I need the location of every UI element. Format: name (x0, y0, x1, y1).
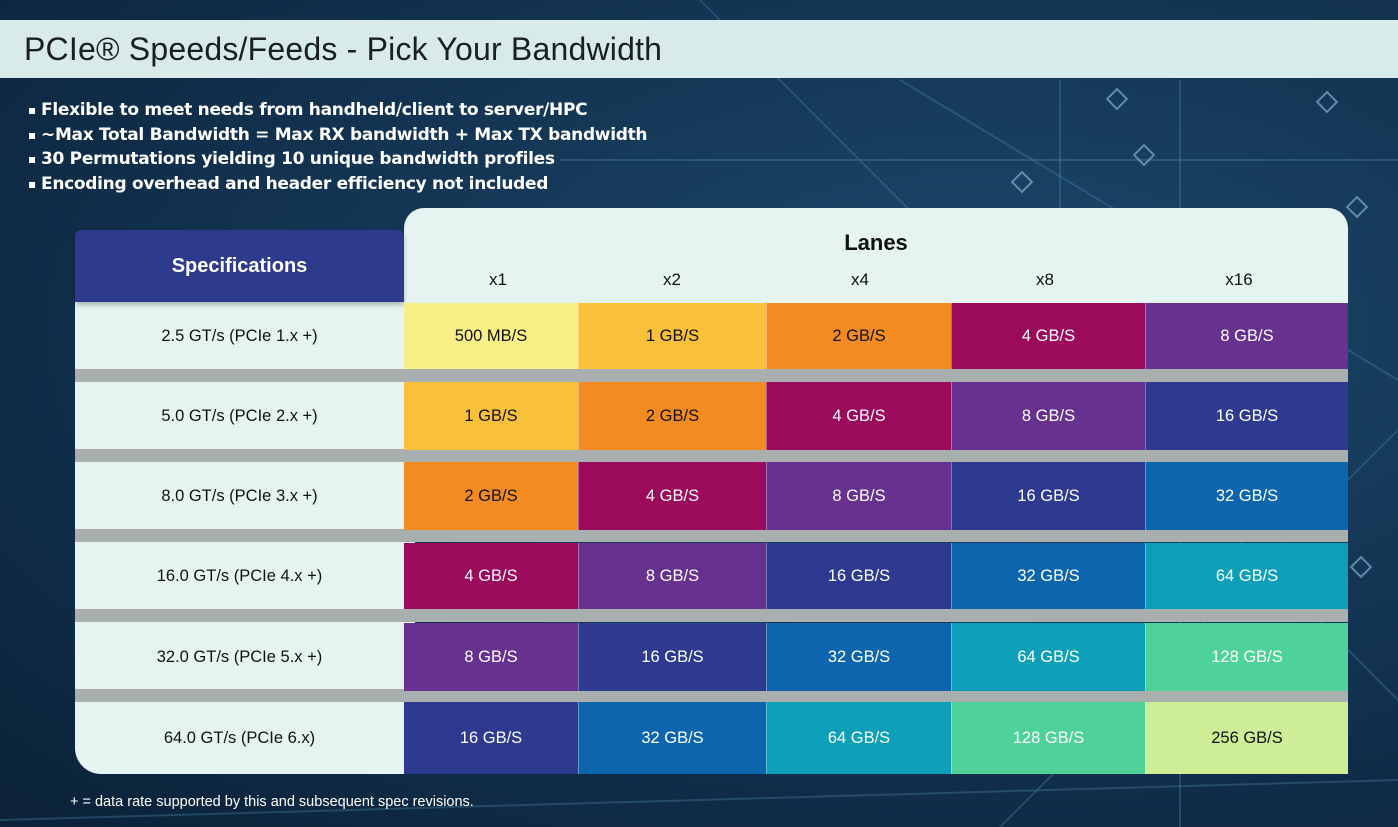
bandwidth-cell: 128 GB/S (951, 702, 1145, 774)
lanes-title: Lanes (844, 230, 908, 255)
bandwidth-cell: 8 GB/S (404, 623, 578, 691)
bandwidth-cell: 32 GB/S (578, 702, 766, 774)
bullet-item: ▪ Encoding overhead and header efficiency… (28, 172, 647, 197)
specifications-header: Specifications (75, 230, 404, 302)
bandwidth-cell: 500 MB/S (404, 303, 578, 369)
bandwidth-cell: 256 GB/S (1145, 702, 1348, 774)
lane-header-x1: x1 (489, 270, 507, 289)
bandwidth-cell: 16 GB/S (578, 623, 766, 691)
bandwidth-cell: 2 GB/S (766, 303, 951, 369)
lane-header-x4: x4 (851, 270, 869, 289)
bandwidth-cell: 8 GB/S (1145, 303, 1348, 369)
bullet-text: Encoding overhead and header efficiency … (41, 173, 549, 194)
bullet-marker: ▪ (28, 176, 36, 191)
bandwidth-cell: 1 GB/S (404, 382, 578, 450)
bandwidth-cell: 8 GB/S (766, 462, 951, 530)
bandwidth-table: Specifications Lanes x1 x2 x4 x8 x16 2.5… (75, 208, 1348, 774)
bullet-text: Flexible to meet needs from handheld/cli… (41, 100, 588, 120)
footnote: + = data rate supported by this and subs… (70, 794, 474, 810)
row-separator (75, 689, 1348, 702)
spec-cell: 16.0 GT/s (PCIe 4.x +) (156, 566, 323, 585)
spec-cell: 2.5 GT/s (PCIe 1.x +) (161, 326, 318, 345)
bandwidth-cell: 16 GB/S (951, 462, 1145, 530)
lane-header-x2: x2 (663, 270, 681, 289)
bullet-text: ~Max Total Bandwidth = Max RX bandwidth … (41, 124, 648, 145)
bullet-item: ▪ 30 Permutations yielding 10 unique band… (28, 147, 647, 172)
bandwidth-cell: 2 GB/S (578, 382, 766, 450)
bandwidth-cell: 4 GB/S (766, 382, 951, 450)
lanes-header-panel (404, 208, 1348, 308)
row-separator (75, 369, 1348, 382)
spec-cell: 8.0 GT/s (PCIe 3.x +) (161, 486, 318, 505)
bandwidth-cell: 128 GB/S (1145, 623, 1348, 691)
bandwidth-cell: 64 GB/S (1145, 543, 1348, 609)
bandwidth-cell: 64 GB/S (766, 702, 951, 774)
bandwidth-cell: 16 GB/S (404, 702, 578, 774)
bandwidth-cell: 32 GB/S (1145, 462, 1348, 530)
bullet-item: ▪ Flexible to meet needs from handheld/cl… (28, 98, 647, 123)
spec-cell: 32.0 GT/s (PCIe 5.x +) (156, 647, 323, 666)
bandwidth-cell: 4 GB/S (951, 303, 1145, 369)
bandwidth-cell: 4 GB/S (578, 462, 766, 530)
bullet-list: ▪ Flexible to meet needs from handheld/cl… (28, 98, 648, 197)
row-separator (75, 609, 1348, 622)
page-title: PCIe® Speeds/Feeds - Pick Your Bandwidth (24, 31, 663, 67)
spec-cell: 5.0 GT/s (PCIe 2.x +) (161, 406, 318, 425)
bullet-item: ▪ ~Max Total Bandwidth = Max RX bandwidth… (28, 123, 648, 148)
bandwidth-cell: 1 GB/S (578, 303, 766, 369)
bandwidth-cell: 16 GB/S (1145, 382, 1348, 450)
bullet-marker: ▪ (28, 127, 36, 142)
bullet-marker: ▪ (28, 103, 36, 117)
bandwidth-cell: 2 GB/S (404, 462, 578, 530)
bandwidth-cell: 32 GB/S (951, 543, 1145, 609)
bandwidth-cell: 16 GB/S (766, 543, 951, 609)
bandwidth-cell: 8 GB/S (951, 382, 1145, 450)
bandwidth-cell: 4 GB/S (404, 543, 578, 609)
row-separator (75, 529, 1348, 542)
spec-cell: 64.0 GT/s (PCIe 6.x) (163, 728, 316, 747)
bullet-marker: ▪ (28, 152, 36, 166)
lane-header-x8: x8 (1036, 270, 1054, 289)
title-bar: PCIe® Speeds/Feeds - Pick Your Bandwidth (0, 20, 1398, 78)
bandwidth-cell: 8 GB/S (578, 543, 766, 609)
bandwidth-cell: 64 GB/S (951, 623, 1145, 691)
lane-header-x16: x16 (1225, 270, 1253, 289)
bandwidth-cell: 32 GB/S (766, 623, 951, 691)
row-separator (75, 449, 1348, 462)
bullet-text: 30 Permutations yielding 10 unique bandw… (41, 149, 555, 169)
